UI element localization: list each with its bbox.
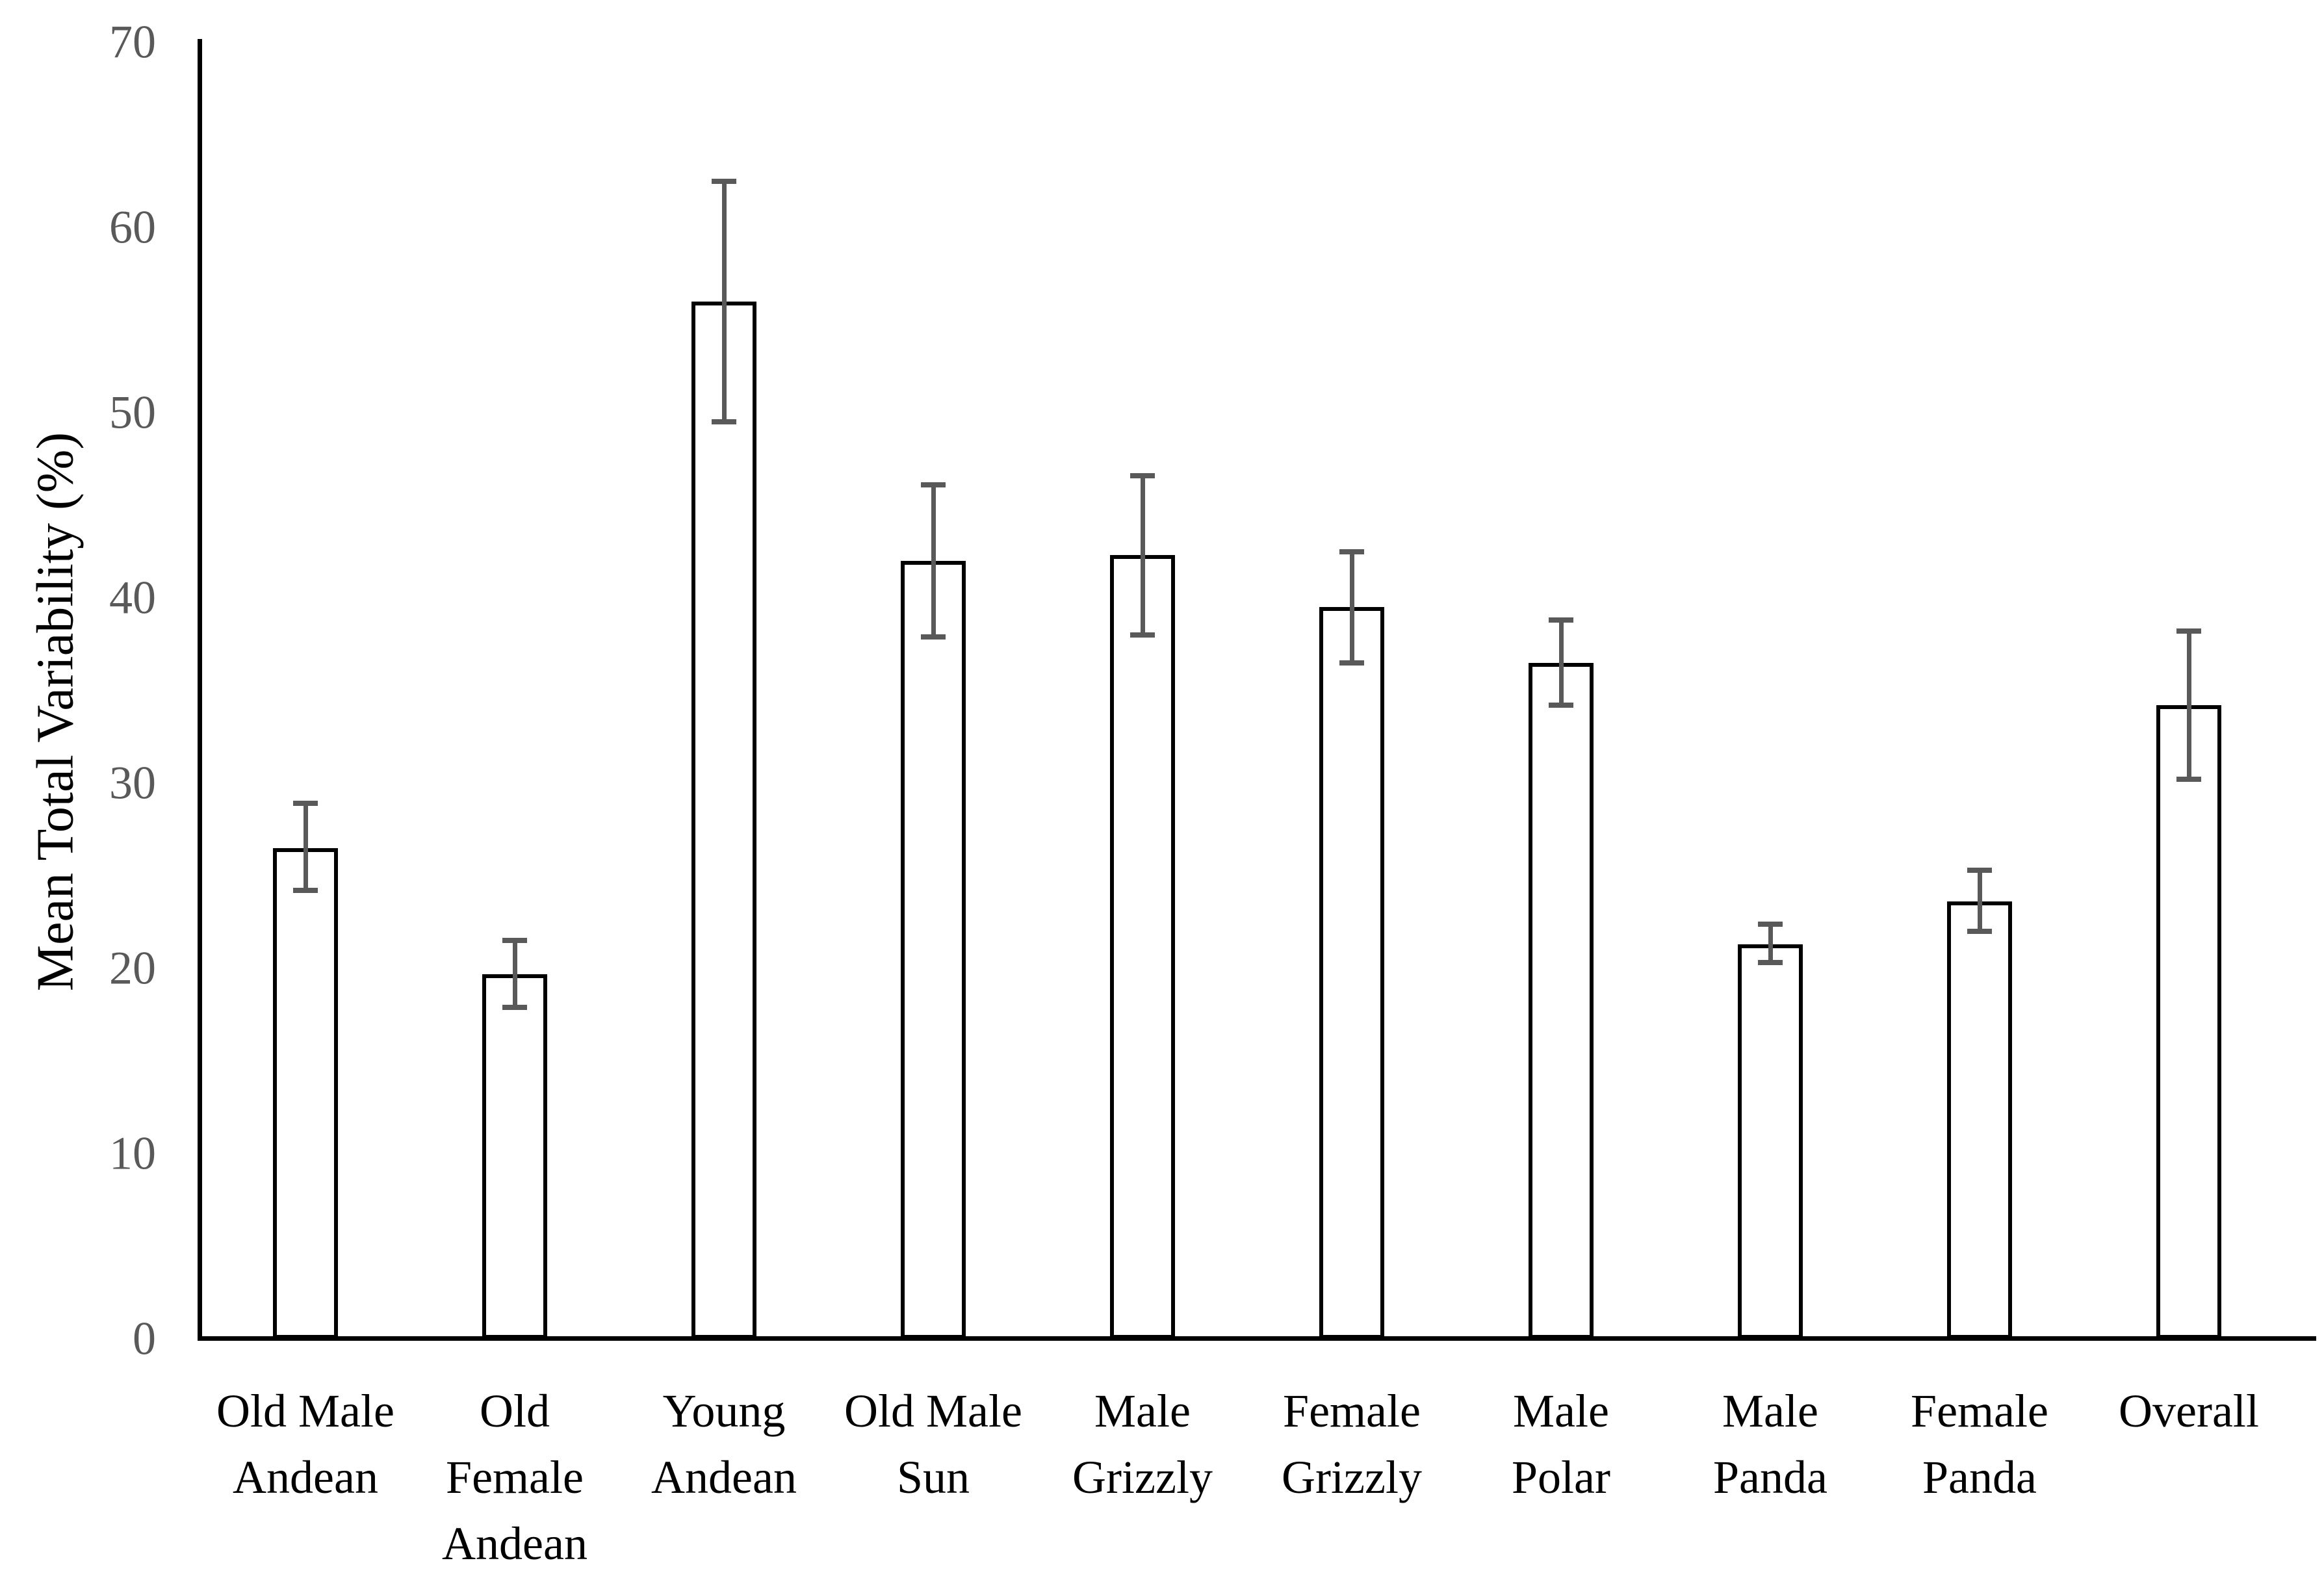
- error-bar-cap-bottom: [921, 634, 946, 640]
- error-bar-cap-bottom: [1967, 929, 1992, 934]
- y-tick-label-70: 70: [109, 16, 156, 68]
- category-label-line: Polar: [1512, 1451, 1610, 1503]
- category-label-line: Male: [1094, 1385, 1191, 1437]
- error-bar-cap-bottom: [502, 1004, 527, 1010]
- y-tick-label-40: 40: [109, 571, 156, 624]
- error-bar-cap-top: [1130, 472, 1155, 478]
- bar-young-andean: [691, 302, 756, 1339]
- error-bar-cap-bottom: [293, 888, 318, 894]
- bar-female-grizzly: [1319, 607, 1384, 1339]
- y-tick-label-0: 0: [133, 1312, 156, 1365]
- bar-male-panda: [1738, 944, 1803, 1339]
- bar-male-polar: [1529, 662, 1594, 1339]
- y-tick-label-50: 50: [109, 386, 156, 439]
- category-label-old-female-andean: Old Female Andean: [410, 1378, 619, 1577]
- error-bar-stem: [1977, 870, 1982, 931]
- category-label-male-grizzly: Male Grizzly: [1038, 1378, 1247, 1510]
- error-bar-cap-top: [293, 801, 318, 807]
- bar-old-male-sun: [901, 561, 966, 1339]
- category-label-line: Overall: [2119, 1385, 2259, 1437]
- error-bar-stem: [512, 940, 517, 1007]
- category-label-line: Female: [1911, 1385, 2048, 1437]
- category-label-line: Panda: [1713, 1451, 1827, 1503]
- error-bar-stem: [721, 181, 727, 422]
- category-label-line: Old Male: [844, 1385, 1022, 1437]
- category-label-line: Andean: [442, 1518, 587, 1570]
- bar-male-grizzly: [1110, 555, 1175, 1339]
- error-bar-cap-bottom: [712, 419, 736, 425]
- error-bar-stem: [1768, 924, 1773, 963]
- error-bar-stem: [1558, 620, 1564, 706]
- error-bar-cap-bottom: [1758, 960, 1783, 966]
- category-label-line: Andean: [651, 1451, 797, 1503]
- category-label-line: Old Male: [216, 1385, 394, 1437]
- category-label-line: Grizzly: [1072, 1451, 1213, 1503]
- category-label-line: Young: [662, 1385, 786, 1437]
- error-bar-cap-top: [502, 938, 527, 944]
- category-label-line: Grizzly: [1282, 1451, 1422, 1503]
- error-bar-cap-top: [712, 178, 736, 184]
- y-tick-label-60: 60: [109, 201, 156, 253]
- error-bar-stem: [1140, 475, 1145, 635]
- y-axis-title: Mean Total Variability (%): [27, 432, 84, 992]
- bar-overall: [2156, 705, 2221, 1339]
- error-bar-stem: [303, 803, 308, 891]
- category-label-female-panda: Female Panda: [1875, 1378, 2084, 1510]
- category-label-male-polar: Male Polar: [1456, 1378, 1666, 1510]
- category-label-line: Sun: [896, 1451, 970, 1503]
- error-bar-cap-bottom: [1130, 632, 1155, 638]
- category-label-male-panda: Male Panda: [1666, 1378, 1875, 1510]
- error-bar-cap-bottom: [1339, 660, 1364, 666]
- error-bar-cap-bottom: [1549, 703, 1573, 708]
- category-label-overall: Overall: [2084, 1378, 2293, 1444]
- error-bar-cap-top: [921, 482, 946, 488]
- category-label-female-grizzly: Female Grizzly: [1247, 1378, 1456, 1510]
- category-label-line: Female: [446, 1451, 584, 1503]
- category-label-line: Male: [1722, 1385, 1818, 1437]
- error-bar-cap-top: [1339, 549, 1364, 554]
- error-bar-stem: [1349, 551, 1354, 663]
- y-tick-label-10: 10: [109, 1127, 156, 1180]
- category-label-young-andean: Young Andean: [619, 1378, 829, 1510]
- x-axis-line: [198, 1336, 2316, 1341]
- y-tick-label-20: 20: [109, 942, 156, 994]
- category-label-old-male-sun: Old Male Sun: [829, 1378, 1038, 1510]
- bar-female-panda: [1947, 901, 2012, 1339]
- error-bar-cap-top: [1967, 867, 1992, 873]
- error-bar-stem: [2186, 631, 2191, 780]
- category-label-line: Panda: [1922, 1451, 2037, 1503]
- bar-old-male-andean: [273, 847, 338, 1339]
- error-bar-cap-top: [1549, 617, 1573, 623]
- error-bar-stem: [931, 485, 936, 637]
- category-label-old-male-andean: Old Male Andean: [201, 1378, 410, 1510]
- y-tick-label-30: 30: [109, 757, 156, 809]
- category-label-line: Male: [1513, 1385, 1609, 1437]
- error-bar-cap-bottom: [2176, 777, 2201, 783]
- error-bar-cap-top: [1758, 921, 1783, 927]
- y-axis-line: [198, 39, 202, 1341]
- category-label-line: Old: [480, 1385, 550, 1437]
- category-label-line: Female: [1283, 1385, 1421, 1437]
- error-bar-cap-top: [2176, 628, 2201, 634]
- category-label-line: Andean: [233, 1451, 378, 1503]
- bar-old-female-andean: [482, 974, 547, 1339]
